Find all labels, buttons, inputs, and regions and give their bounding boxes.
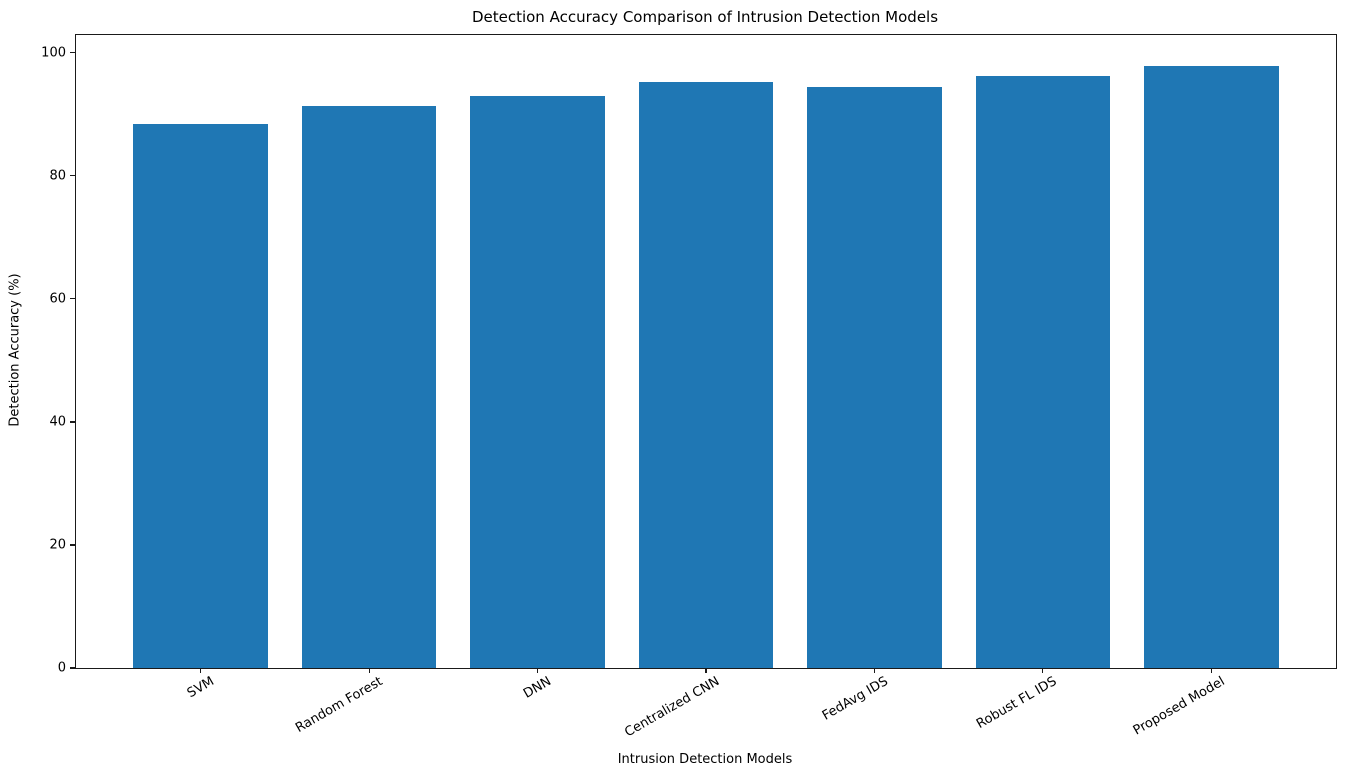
y-tick-label: 80 xyxy=(49,168,66,184)
y-tick-label: 60 xyxy=(49,291,66,307)
y-tick-mark xyxy=(70,175,75,177)
plot-area: 0 20 40 60 80 100 SVM Random Forest DNN Centraliz… xyxy=(41,34,1337,740)
x-tick-label: Proposed Model xyxy=(1131,674,1228,739)
x-tick-label: DNN xyxy=(521,674,555,702)
x-tick-mark xyxy=(536,668,539,673)
x-tick-mark xyxy=(873,668,876,673)
bar xyxy=(975,75,1111,668)
bar xyxy=(1143,66,1279,668)
y-tick-label: 0 xyxy=(57,660,66,676)
x-axis-label: Intrusion Detection Models xyxy=(617,752,793,767)
bar xyxy=(301,106,437,668)
x-tick-label: Random Forest xyxy=(293,674,386,736)
y-tick-label: 100 xyxy=(41,45,66,61)
y-tick-mark xyxy=(70,667,75,669)
x-tick-mark xyxy=(200,668,202,673)
x-tick-label: SVM xyxy=(185,674,218,702)
x-tick-mark xyxy=(368,668,370,673)
y-tick-mark xyxy=(70,421,75,423)
y-tick-label: 20 xyxy=(49,537,66,553)
y-tick-mark xyxy=(70,298,75,300)
bar xyxy=(470,95,605,668)
x-tick-mark xyxy=(1042,668,1044,673)
bar xyxy=(638,82,774,668)
bar xyxy=(133,123,269,668)
x-tick-label: Centralized CNN xyxy=(622,674,723,741)
y-tick-mark xyxy=(70,52,75,54)
y-axis-label: Detection Accuracy (%) xyxy=(7,273,23,427)
x-tick-label: Robust FL IDS xyxy=(974,674,1060,732)
chart-title: Detection Accuracy Comparison of Intrusi… xyxy=(471,8,939,26)
x-tick-label: FedAvg IDS xyxy=(819,674,891,724)
bar xyxy=(807,86,942,668)
x-tick-mark xyxy=(1210,668,1212,673)
y-tick-label: 40 xyxy=(49,414,66,430)
x-tick-mark xyxy=(705,668,707,673)
y-tick-mark xyxy=(70,544,75,546)
